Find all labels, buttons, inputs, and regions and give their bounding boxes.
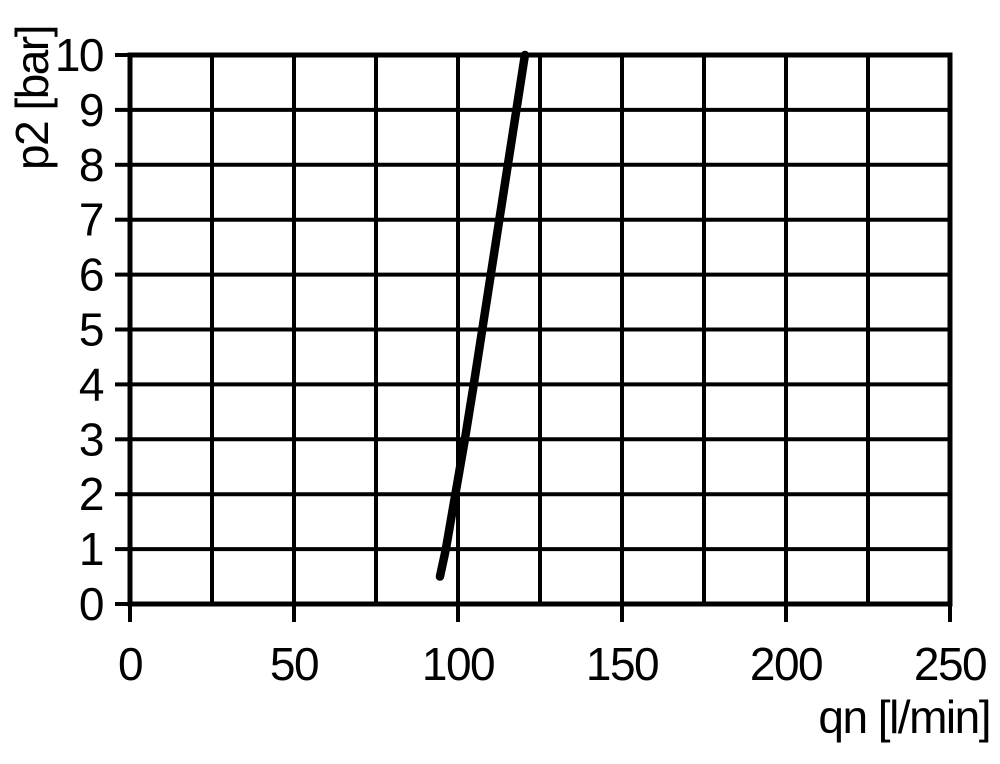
axis-ticks	[115, 53, 952, 622]
y-tick-label: 9	[79, 84, 103, 136]
y-tick-label: 7	[79, 194, 103, 246]
y-axis-label: p2 [bar]	[6, 26, 58, 170]
y-tick-label: 0	[79, 578, 103, 630]
x-tick-labels: 0 50 100 150 200 250	[118, 638, 988, 690]
x-tick-label: 0	[118, 638, 142, 690]
data-series	[435, 50, 530, 581]
y-tick-label: 10	[55, 29, 103, 81]
y-tick-label: 4	[79, 358, 104, 410]
y-tick-label: 1	[79, 523, 103, 575]
x-tick-label: 50	[270, 638, 318, 690]
y-tick-label: 3	[79, 413, 103, 465]
y-tick-label: 6	[79, 249, 103, 301]
x-tick-label: 100	[422, 638, 494, 690]
x-tick-label: 150	[586, 638, 658, 690]
x-tick-label: 200	[750, 638, 822, 690]
flow-curve	[435, 50, 530, 581]
y-tick-label: 5	[79, 304, 103, 356]
x-tick-label: 250	[914, 638, 986, 690]
x-axis-label: qn [l/min]	[818, 691, 990, 743]
y-tick-label: 2	[79, 468, 103, 520]
y-tick-label: 8	[79, 139, 103, 191]
grid-lines	[128, 53, 952, 606]
